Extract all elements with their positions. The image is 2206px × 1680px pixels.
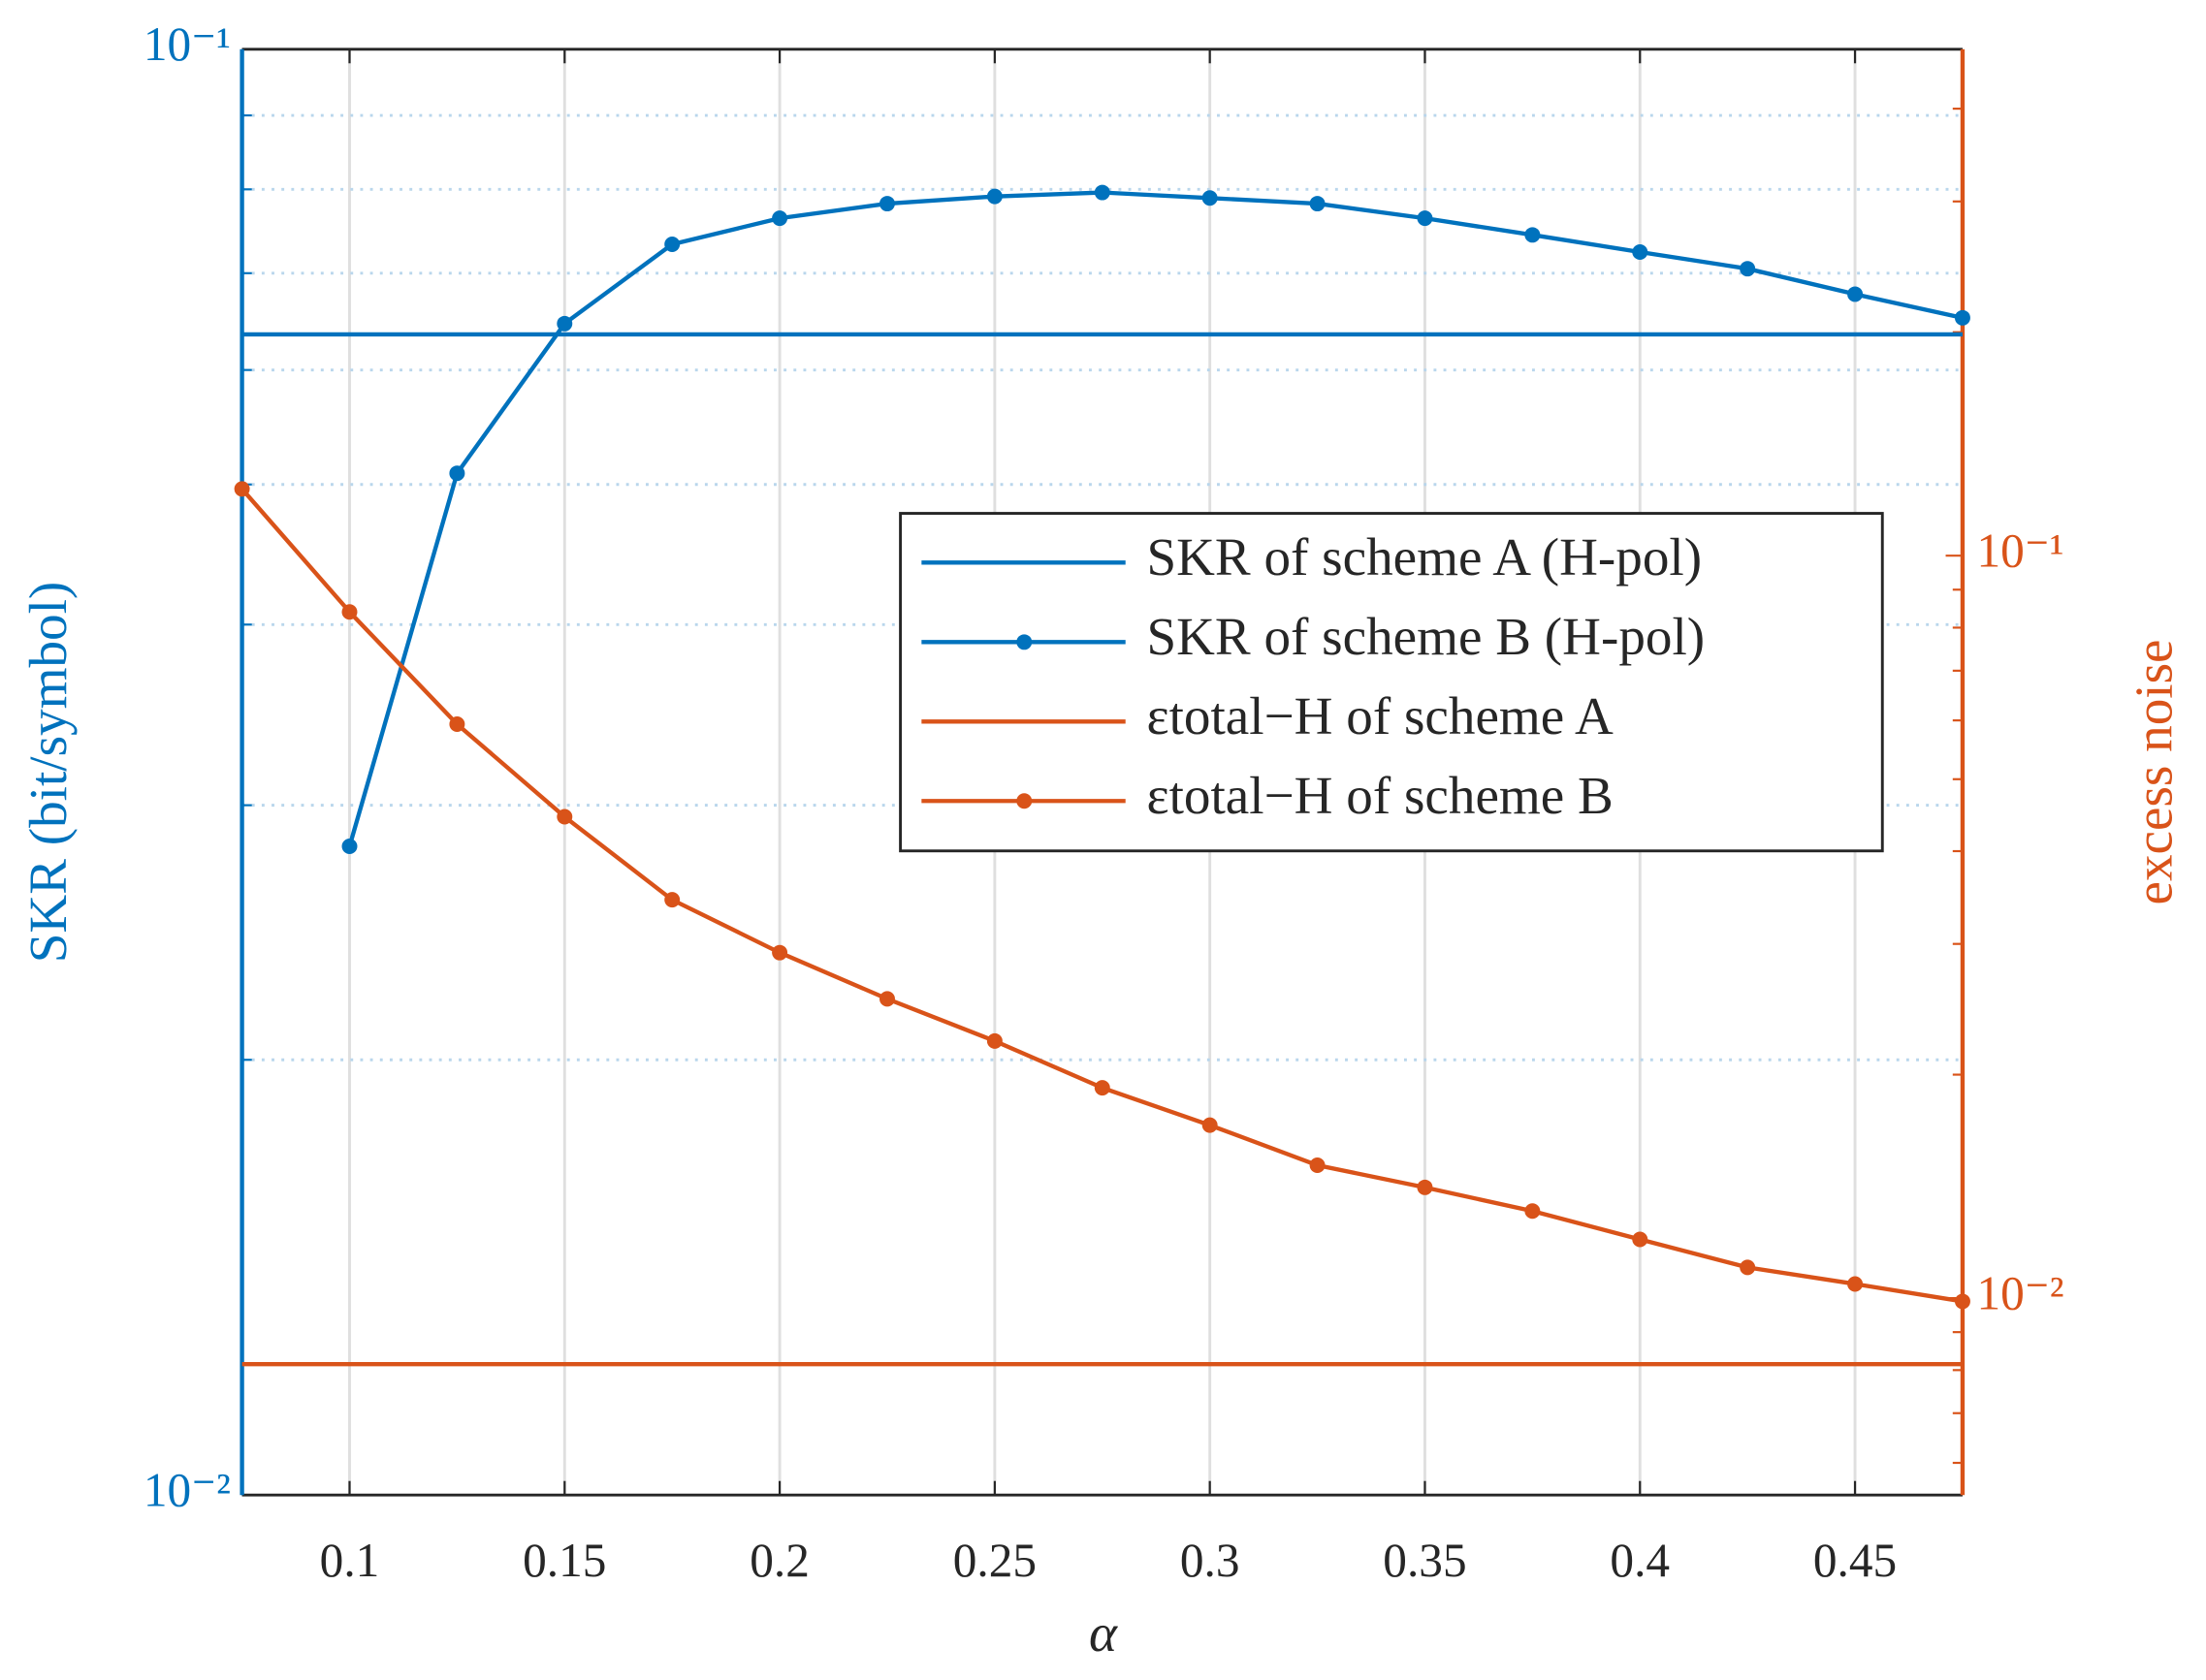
marker: [1524, 1203, 1541, 1220]
x-tick-label: 0.45: [1813, 1534, 1897, 1587]
marker: [1740, 1259, 1756, 1276]
marker: [772, 210, 788, 227]
marker: [1954, 309, 1970, 326]
marker: [557, 315, 573, 332]
marker: [1309, 1157, 1326, 1174]
marker: [986, 1032, 1003, 1049]
marker: [341, 604, 358, 620]
legend-label: SKR of scheme A (H-pol): [1146, 527, 1702, 586]
marker: [1309, 196, 1326, 212]
y-tick-label: 10⁻¹: [144, 17, 231, 71]
legend-label: εtotal−H of scheme B: [1146, 766, 1613, 825]
y2-axis-label: excess noise: [2125, 639, 2184, 904]
marker: [1417, 210, 1433, 227]
x-tick-label: 0.2: [750, 1534, 810, 1587]
legend-label: SKR of scheme B (H-pol): [1146, 607, 1705, 666]
marker: [1094, 1080, 1110, 1096]
y2-tick-label: 10⁻²: [1976, 1266, 2063, 1319]
y-axis-label: SKR (bit/symbol): [18, 582, 78, 964]
marker: [1524, 227, 1541, 243]
marker: [879, 196, 895, 212]
marker: [557, 808, 573, 825]
x-axis-label: α: [1089, 1603, 1118, 1663]
marker: [1201, 1117, 1218, 1133]
x-tick-label: 0.35: [1383, 1534, 1466, 1587]
marker: [1094, 184, 1110, 201]
line: [347, 190, 1964, 847]
marker: [772, 944, 788, 961]
marker: [1632, 1231, 1648, 1248]
y-tick-label: 10⁻²: [144, 1464, 231, 1517]
x-tick-label: 0.15: [523, 1534, 606, 1587]
x-tick-label: 0.1: [320, 1534, 380, 1587]
marker: [234, 481, 250, 497]
legend-marker: [1016, 793, 1033, 809]
marker: [1417, 1179, 1433, 1195]
marker: [664, 236, 681, 252]
legend-marker: [1016, 634, 1033, 650]
x-tick-label: 0.4: [1610, 1534, 1670, 1587]
y2-tick-label: 10⁻¹: [1976, 524, 2063, 578]
marker: [1847, 1276, 1864, 1292]
marker: [986, 188, 1003, 205]
marker: [1201, 190, 1218, 206]
legend-label: εtotal−H of scheme A: [1146, 686, 1614, 745]
marker: [1954, 1293, 1970, 1310]
marker: [1740, 261, 1756, 277]
marker: [341, 839, 358, 854]
marker: [449, 716, 465, 733]
marker: [664, 892, 681, 908]
marker: [1847, 286, 1864, 302]
x-tick-label: 0.25: [953, 1534, 1037, 1587]
x-tick-label: 0.3: [1180, 1534, 1240, 1587]
marker: [449, 465, 465, 482]
marker: [879, 991, 895, 1007]
marker: [1632, 243, 1648, 260]
legend-box: [899, 512, 1884, 853]
